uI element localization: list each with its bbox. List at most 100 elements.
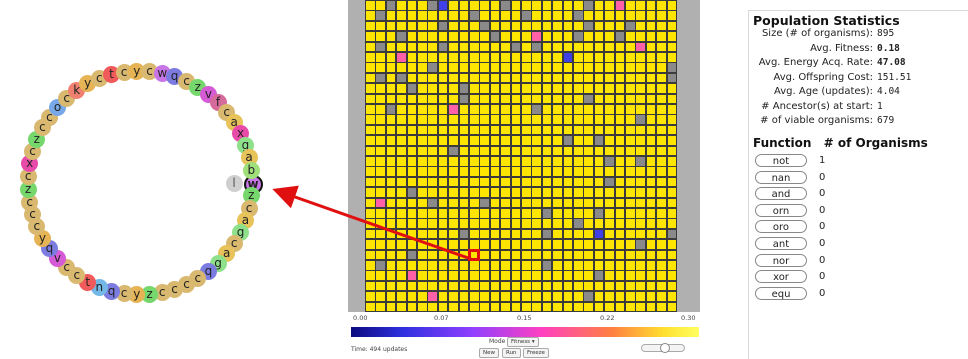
grid-cell[interactable] bbox=[583, 166, 595, 178]
grid-cell[interactable] bbox=[645, 260, 657, 271]
grid-cell[interactable] bbox=[552, 197, 563, 209]
grid-cell[interactable] bbox=[469, 291, 480, 302]
grid-cell[interactable] bbox=[593, 52, 605, 63]
grid-cell[interactable] bbox=[510, 166, 522, 178]
grid-cell[interactable] bbox=[479, 187, 491, 198]
grid-cell[interactable] bbox=[531, 197, 543, 209]
grid-cell[interactable] bbox=[583, 72, 595, 84]
grid-cell[interactable] bbox=[437, 62, 449, 74]
grid-cell[interactable] bbox=[500, 10, 511, 22]
grid-cell[interactable] bbox=[531, 10, 543, 22]
grid-cell[interactable] bbox=[604, 31, 615, 42]
grid-cell[interactable] bbox=[541, 83, 553, 94]
grid-cell[interactable] bbox=[489, 10, 501, 22]
grid-cell[interactable] bbox=[469, 301, 480, 313]
grid-cell[interactable] bbox=[531, 62, 543, 74]
grid-cell[interactable] bbox=[645, 62, 657, 74]
grid-cell[interactable] bbox=[489, 197, 501, 209]
grid-cell[interactable] bbox=[666, 166, 678, 178]
grid-cell[interactable] bbox=[479, 10, 491, 22]
grid-cell[interactable] bbox=[656, 249, 667, 261]
grid-cell[interactable] bbox=[479, 218, 491, 230]
grid-cell[interactable] bbox=[645, 114, 657, 126]
grid-cell[interactable] bbox=[489, 114, 501, 126]
grid-cell[interactable] bbox=[500, 156, 511, 167]
grid-cell[interactable] bbox=[406, 114, 418, 126]
grid-cell[interactable] bbox=[531, 187, 543, 198]
grid-cell[interactable] bbox=[448, 176, 459, 188]
grid-cell[interactable] bbox=[666, 52, 678, 63]
grid-cell[interactable] bbox=[656, 197, 667, 209]
grid-cell[interactable] bbox=[396, 52, 407, 63]
grid-cell[interactable] bbox=[437, 10, 449, 22]
grid-cell[interactable] bbox=[593, 72, 605, 84]
grid-cell[interactable] bbox=[583, 156, 595, 167]
grid-cell[interactable] bbox=[645, 291, 657, 302]
grid-cell[interactable] bbox=[458, 10, 470, 22]
grid-cell[interactable] bbox=[614, 124, 626, 136]
grid-cell[interactable] bbox=[645, 31, 657, 42]
grid-cell[interactable] bbox=[458, 270, 470, 282]
grid-cell[interactable] bbox=[479, 31, 491, 42]
grid-cell[interactable] bbox=[417, 114, 428, 126]
grid-cell[interactable] bbox=[448, 52, 459, 63]
grid-cell[interactable] bbox=[531, 176, 543, 188]
grid-cell[interactable] bbox=[437, 301, 449, 313]
grid-cell[interactable] bbox=[385, 124, 397, 136]
grid-cell[interactable] bbox=[479, 280, 491, 292]
grid-cell[interactable] bbox=[656, 156, 667, 167]
grid-cell[interactable] bbox=[437, 166, 449, 178]
grid-cell[interactable] bbox=[458, 176, 470, 188]
grid-cell[interactable] bbox=[489, 124, 501, 136]
grid-cell[interactable] bbox=[365, 41, 376, 53]
grid-cell[interactable] bbox=[666, 135, 678, 146]
grid-cell[interactable] bbox=[427, 31, 439, 42]
grid-cell[interactable] bbox=[437, 0, 449, 11]
grid-cell[interactable] bbox=[552, 83, 563, 94]
grid-cell[interactable] bbox=[437, 104, 449, 115]
grid-cell[interactable] bbox=[396, 291, 407, 302]
grid-cell[interactable] bbox=[469, 228, 480, 240]
grid-cell[interactable] bbox=[656, 135, 667, 146]
grid-cell[interactable] bbox=[656, 104, 667, 115]
grid-cell[interactable] bbox=[656, 93, 667, 105]
grid-cell[interactable] bbox=[562, 93, 574, 105]
grid-cell[interactable] bbox=[531, 41, 543, 53]
grid-cell[interactable] bbox=[531, 280, 543, 292]
grid-cell[interactable] bbox=[448, 270, 459, 282]
grid-cell[interactable] bbox=[573, 260, 584, 271]
grid-cell[interactable] bbox=[469, 166, 480, 178]
grid-cell[interactable] bbox=[510, 249, 522, 261]
grid-cell[interactable] bbox=[479, 260, 491, 271]
grid-cell[interactable] bbox=[365, 124, 376, 136]
grid-cell[interactable] bbox=[541, 93, 553, 105]
grid-cell[interactable] bbox=[396, 10, 407, 22]
grid-cell[interactable] bbox=[604, 135, 615, 146]
grid-cell[interactable] bbox=[573, 20, 584, 32]
grid-cell[interactable] bbox=[583, 104, 595, 115]
grid-cell[interactable] bbox=[573, 145, 584, 157]
grid-cell[interactable] bbox=[489, 156, 501, 167]
grid-cell[interactable] bbox=[396, 31, 407, 42]
grid-cell[interactable] bbox=[458, 228, 470, 240]
grid-cell[interactable] bbox=[666, 239, 678, 250]
grid-cell[interactable] bbox=[552, 72, 563, 84]
grid-cell[interactable] bbox=[635, 0, 647, 11]
grid-cell[interactable] bbox=[573, 156, 584, 167]
grid-cell[interactable] bbox=[427, 41, 439, 53]
grid-cell[interactable] bbox=[406, 62, 418, 74]
grid-cell[interactable] bbox=[469, 135, 480, 146]
grid-cell[interactable] bbox=[666, 301, 678, 313]
grid-cell[interactable] bbox=[469, 41, 480, 53]
grid-cell[interactable] bbox=[593, 270, 605, 282]
grid-cell[interactable] bbox=[417, 72, 428, 84]
grid-cell[interactable] bbox=[427, 291, 439, 302]
grid-cell[interactable] bbox=[541, 218, 553, 230]
grid-cell[interactable] bbox=[448, 62, 459, 74]
grid-cell[interactable] bbox=[562, 270, 574, 282]
grid-cell[interactable] bbox=[489, 93, 501, 105]
grid-cell[interactable] bbox=[365, 31, 376, 42]
grid-cell[interactable] bbox=[635, 208, 647, 219]
grid-cell[interactable] bbox=[666, 270, 678, 282]
grid-cell[interactable] bbox=[541, 291, 553, 302]
